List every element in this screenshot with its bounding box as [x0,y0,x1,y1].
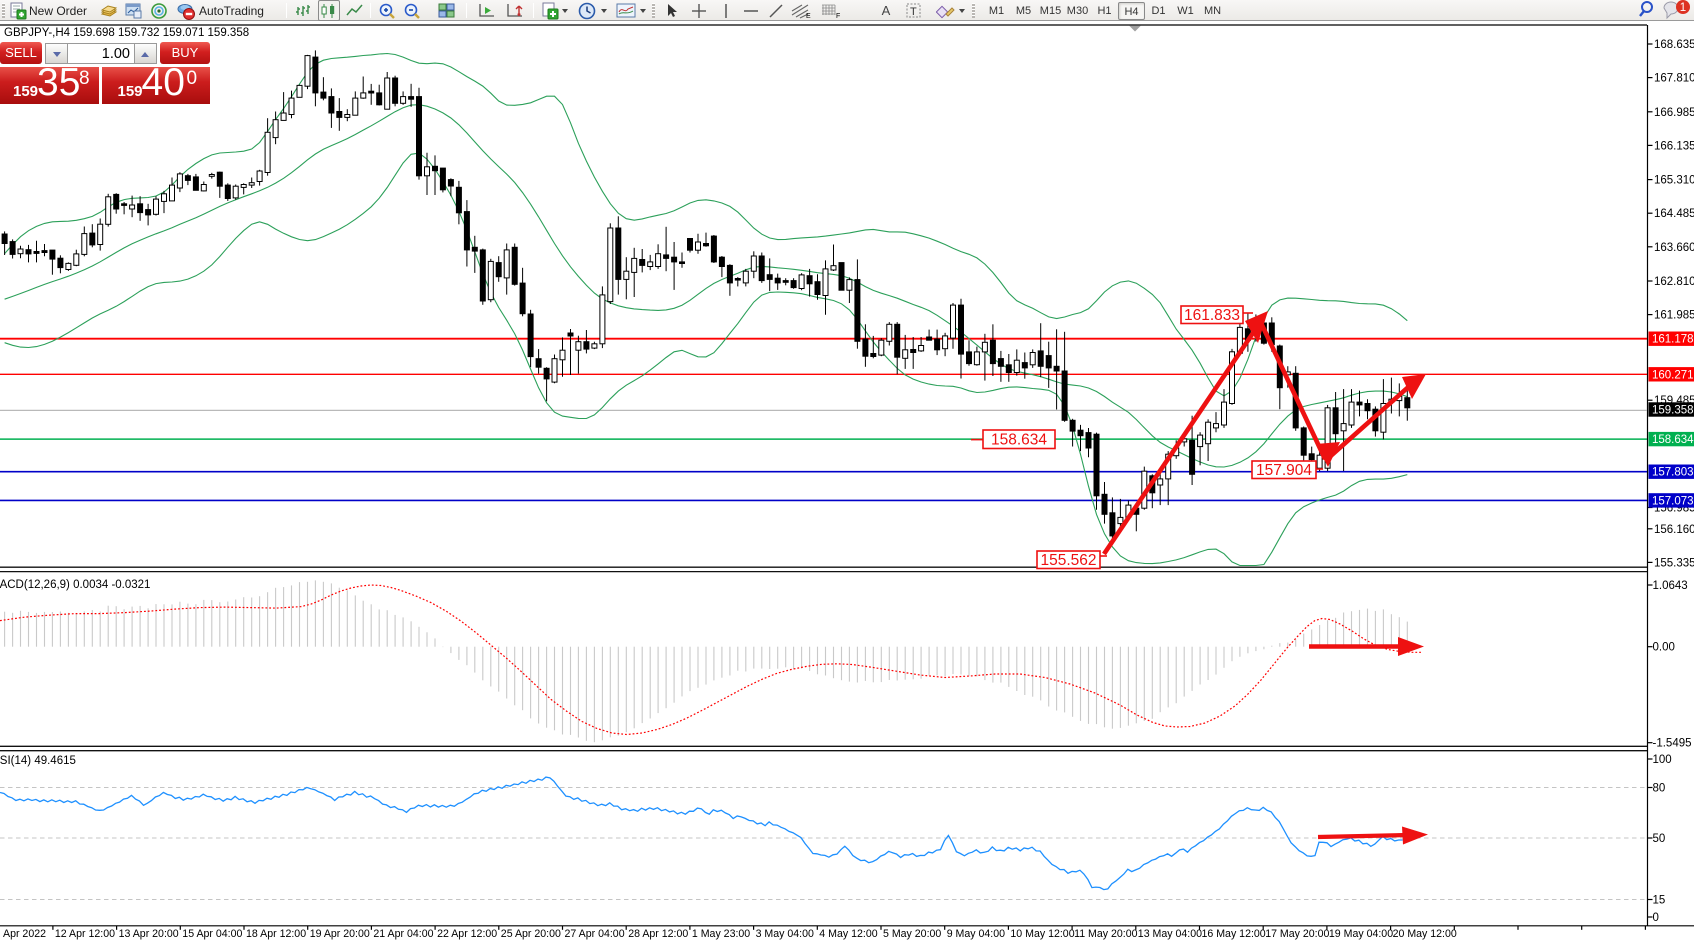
svg-text:5 May 20:00: 5 May 20:00 [883,928,941,940]
svg-text:168.635: 168.635 [1654,39,1694,51]
svg-text:167.810: 167.810 [1654,73,1694,85]
svg-text:19 May 04:00: 19 May 04:00 [1329,928,1393,940]
svg-text:1: 1 [1680,2,1686,14]
svg-text:17 May 20:00: 17 May 20:00 [1265,928,1329,940]
svg-text:1.0643: 1.0643 [1653,580,1688,592]
svg-text:GBPJPY-,H4 159.698 159.732 15: GBPJPY-,H4 159.698 159.732 159.071 159.3… [4,27,249,39]
svg-text:161.178: 161.178 [1652,334,1694,346]
svg-text:-1.5495: -1.5495 [1653,738,1692,750]
svg-text:162.810: 162.810 [1654,276,1694,288]
svg-text:28 Apr 12:00: 28 Apr 12:00 [628,928,688,940]
svg-text:0: 0 [1653,912,1659,924]
svg-text:19 Apr 20:00: 19 Apr 20:00 [310,928,370,940]
svg-text:E: E [806,13,811,20]
svg-text:18 Apr 12:00: 18 Apr 12:00 [246,928,306,940]
svg-text:157.073: 157.073 [1652,495,1694,507]
svg-text:157.904: 157.904 [1256,462,1312,479]
svg-text:159.358: 159.358 [1652,405,1694,417]
svg-text:156.160: 156.160 [1654,524,1694,536]
svg-text:158.634: 158.634 [991,431,1047,448]
svg-text:161.833: 161.833 [1184,307,1240,324]
svg-text:0.00: 0.00 [1653,642,1675,654]
svg-text:157.803: 157.803 [1652,467,1694,479]
svg-text:Apr 2022: Apr 2022 [3,928,46,940]
svg-text:158.634: 158.634 [1652,434,1694,446]
svg-text:11 May 20:00: 11 May 20:00 [1074,928,1138,940]
svg-text:4 May 12:00: 4 May 12:00 [819,928,877,940]
svg-text:155.335: 155.335 [1654,557,1694,569]
svg-text:MACD(12,26,9) 0.0034 -0.0321: MACD(12,26,9) 0.0034 -0.0321 [0,579,150,591]
svg-text:166.135: 166.135 [1654,140,1694,152]
svg-text:21 Apr 04:00: 21 Apr 04:00 [373,928,433,940]
svg-text:13 Apr 20:00: 13 Apr 20:00 [119,928,179,940]
svg-text:12 Apr 12:00: 12 Apr 12:00 [55,928,115,940]
svg-text:164.485: 164.485 [1654,208,1694,220]
svg-text:20 May 12:00: 20 May 12:00 [1393,928,1457,940]
svg-text:155.562: 155.562 [1040,552,1096,569]
svg-text:10 May 12:00: 10 May 12:00 [1010,928,1074,940]
svg-text:1 May 23:00: 1 May 23:00 [692,928,750,940]
svg-text:160.271: 160.271 [1652,369,1694,381]
svg-text:9 May 04:00: 9 May 04:00 [947,928,1005,940]
svg-text:13 May 04:00: 13 May 04:00 [1138,928,1202,940]
svg-text:F: F [836,13,840,20]
svg-text:50: 50 [1653,833,1666,845]
svg-text:15 Apr 04:00: 15 Apr 04:00 [182,928,242,940]
svg-text:100: 100 [1653,754,1672,766]
svg-text:RSI(14) 49.4615: RSI(14) 49.4615 [0,755,76,767]
svg-text:3 May 04:00: 3 May 04:00 [756,928,814,940]
svg-text:16 May 12:00: 16 May 12:00 [1202,928,1266,940]
svg-text:80: 80 [1653,783,1666,795]
svg-text:165.310: 165.310 [1654,175,1694,187]
svg-text:15: 15 [1653,895,1666,907]
svg-text:161.985: 161.985 [1654,310,1694,322]
svg-text:25 Apr 20:00: 25 Apr 20:00 [501,928,561,940]
svg-text:22 Apr 12:00: 22 Apr 12:00 [437,928,497,940]
svg-text:T: T [910,6,917,18]
svg-text:166.985: 166.985 [1654,107,1694,119]
svg-text:27 Apr 04:00: 27 Apr 04:00 [565,928,625,940]
svg-text:163.660: 163.660 [1654,242,1694,254]
